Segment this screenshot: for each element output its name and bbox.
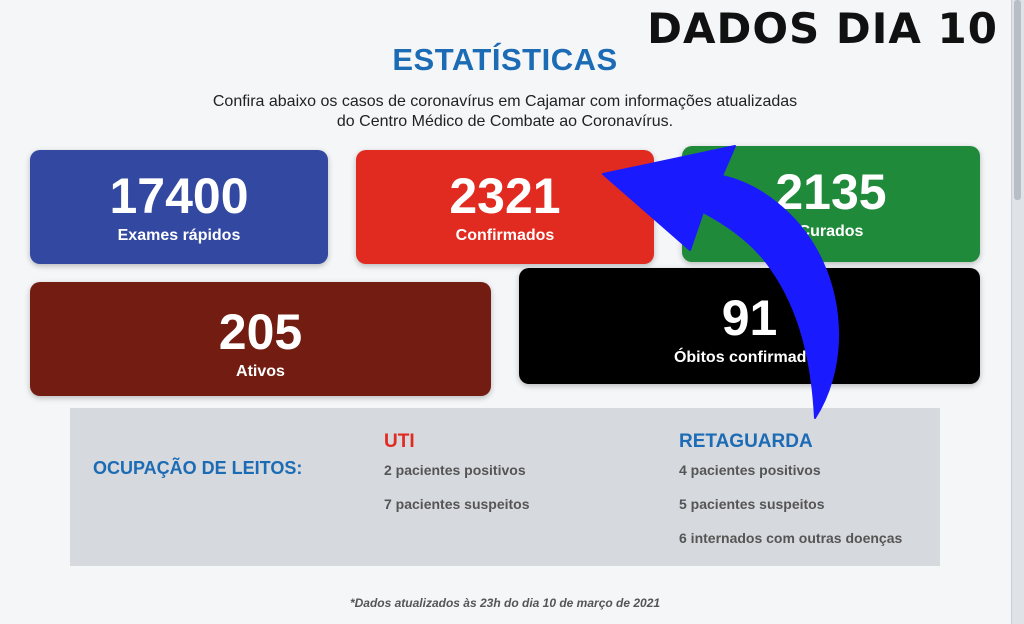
retaguarda-item: 4 pacientes positivos [679, 462, 821, 478]
card-label: Exames rápidos [117, 227, 241, 244]
card-ativos: 205 Ativos [30, 282, 491, 396]
card-obitos: 91 Óbitos confirmados [519, 268, 980, 384]
page-subtitle: Confira abaixo os casos de coronavírus e… [0, 92, 1010, 132]
uti-item: 7 pacientes suspeitos [384, 496, 530, 512]
retaguarda-item: 5 pacientes suspeitos [679, 496, 825, 512]
leitos-panel: OCUPAÇÃO DE LEITOS: UTI 2 pacientes posi… [70, 408, 940, 566]
card-value: 2135 [775, 164, 887, 220]
scrollbar-thumb[interactable] [1014, 0, 1021, 200]
card-label: Curados [798, 223, 864, 240]
uti-column: UTI 2 pacientes positivos 7 pacientes su… [384, 430, 530, 528]
card-exames-rapidos: 17400 Exames rápidos [30, 150, 328, 264]
footnote: *Dados atualizados às 23h do dia 10 de m… [349, 596, 661, 610]
page-title: ESTATÍSTICAS [392, 42, 618, 77]
card-value: 17400 [109, 168, 249, 224]
uti-title: UTI [384, 431, 415, 452]
card-label: Óbitos confirmados [673, 349, 826, 366]
card-label: Confirmados [455, 227, 555, 244]
overlay-title: DADOS DIA 10 [647, 4, 998, 53]
retaguarda-title: RETAGUARDA [679, 431, 813, 452]
card-value: 205 [218, 304, 303, 360]
uti-item: 2 pacientes positivos [384, 462, 526, 478]
card-value: 91 [721, 290, 778, 346]
page-scrollbar[interactable] [1011, 0, 1024, 624]
subtitle-line-1: Confira abaixo os casos de coronavírus e… [212, 93, 798, 110]
subtitle-line-2: do Centro Médico de Combate ao Coronavír… [336, 113, 674, 130]
card-curados: 2135 Curados [682, 146, 980, 262]
retaguarda-item: 6 internados com outras doenças [679, 530, 903, 546]
leitos-title: OCUPAÇÃO DE LEITOS: [93, 458, 303, 478]
card-value: 2321 [449, 168, 561, 224]
card-label: Ativos [236, 363, 285, 380]
card-confirmados: 2321 Confirmados [356, 150, 654, 264]
retaguarda-column: RETAGUARDA 4 pacientes positivos 5 pacie… [679, 430, 902, 562]
